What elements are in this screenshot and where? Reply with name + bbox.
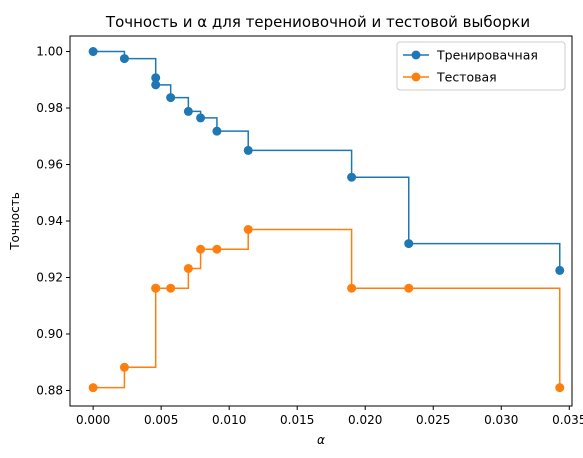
y-tick-label: 0.92 — [36, 270, 63, 284]
legend-box — [396, 41, 566, 91]
y-tick-label: 0.98 — [36, 101, 63, 115]
data-point-0 — [151, 73, 161, 83]
legend-label-0: Тренировачная — [436, 48, 538, 63]
x-tick-label: 0.030 — [484, 413, 518, 427]
x-tick-label: 0.015 — [280, 413, 314, 427]
data-point-1 — [151, 283, 161, 293]
data-point-0 — [212, 126, 222, 136]
x-axis-label: α — [317, 433, 325, 447]
data-point-1 — [119, 362, 129, 372]
data-point-1 — [183, 263, 193, 273]
x-tick-label: 0.035 — [552, 413, 583, 427]
data-point-0 — [404, 239, 414, 249]
data-point-0 — [196, 113, 206, 123]
data-point-1 — [166, 283, 176, 293]
data-point-1 — [88, 383, 98, 393]
data-point-0 — [119, 54, 129, 64]
y-tick-label: 1.00 — [36, 45, 63, 59]
series-layer — [88, 47, 565, 393]
data-point-0 — [347, 172, 357, 182]
legend: Тренировачная Тестовая — [396, 41, 566, 91]
x-tick-label: 0.020 — [348, 413, 382, 427]
y-tick-label: 0.96 — [36, 158, 63, 172]
y-tick-label: 0.94 — [36, 214, 63, 228]
legend-marker-1 — [411, 72, 421, 82]
x-tick-label: 0.000 — [76, 413, 110, 427]
x-tick-label: 0.025 — [416, 413, 450, 427]
axes-layer: 0.000 0.005 0.010 0.015 0.020 0.025 0.030 0.035… — [36, 45, 583, 427]
data-point-0 — [243, 145, 253, 155]
series-line-1 — [93, 228, 561, 389]
data-point-0 — [88, 47, 98, 57]
data-point-1 — [243, 224, 253, 234]
data-point-0 — [166, 93, 176, 103]
data-point-0 — [555, 265, 565, 275]
plot-area — [70, 36, 572, 406]
legend-label-1: Тестовая — [436, 70, 497, 85]
chart-title: Точность и α для терениовочной и тестово… — [105, 13, 530, 31]
plot-frame — [69, 35, 573, 407]
data-point-0 — [183, 106, 193, 116]
x-tick-label: 0.010 — [212, 413, 246, 427]
data-point-0 — [151, 80, 161, 90]
data-point-1 — [404, 283, 414, 293]
data-point-1 — [212, 244, 222, 254]
y-tick-label: 0.90 — [36, 327, 63, 341]
x-tick-label: 0.005 — [144, 413, 178, 427]
legend-marker-0 — [411, 50, 421, 60]
data-point-1 — [196, 244, 206, 254]
data-point-1 — [555, 383, 565, 393]
data-point-1 — [347, 283, 357, 293]
y-axis-label: Точность — [8, 192, 22, 251]
y-tick-label: 0.88 — [36, 383, 63, 397]
